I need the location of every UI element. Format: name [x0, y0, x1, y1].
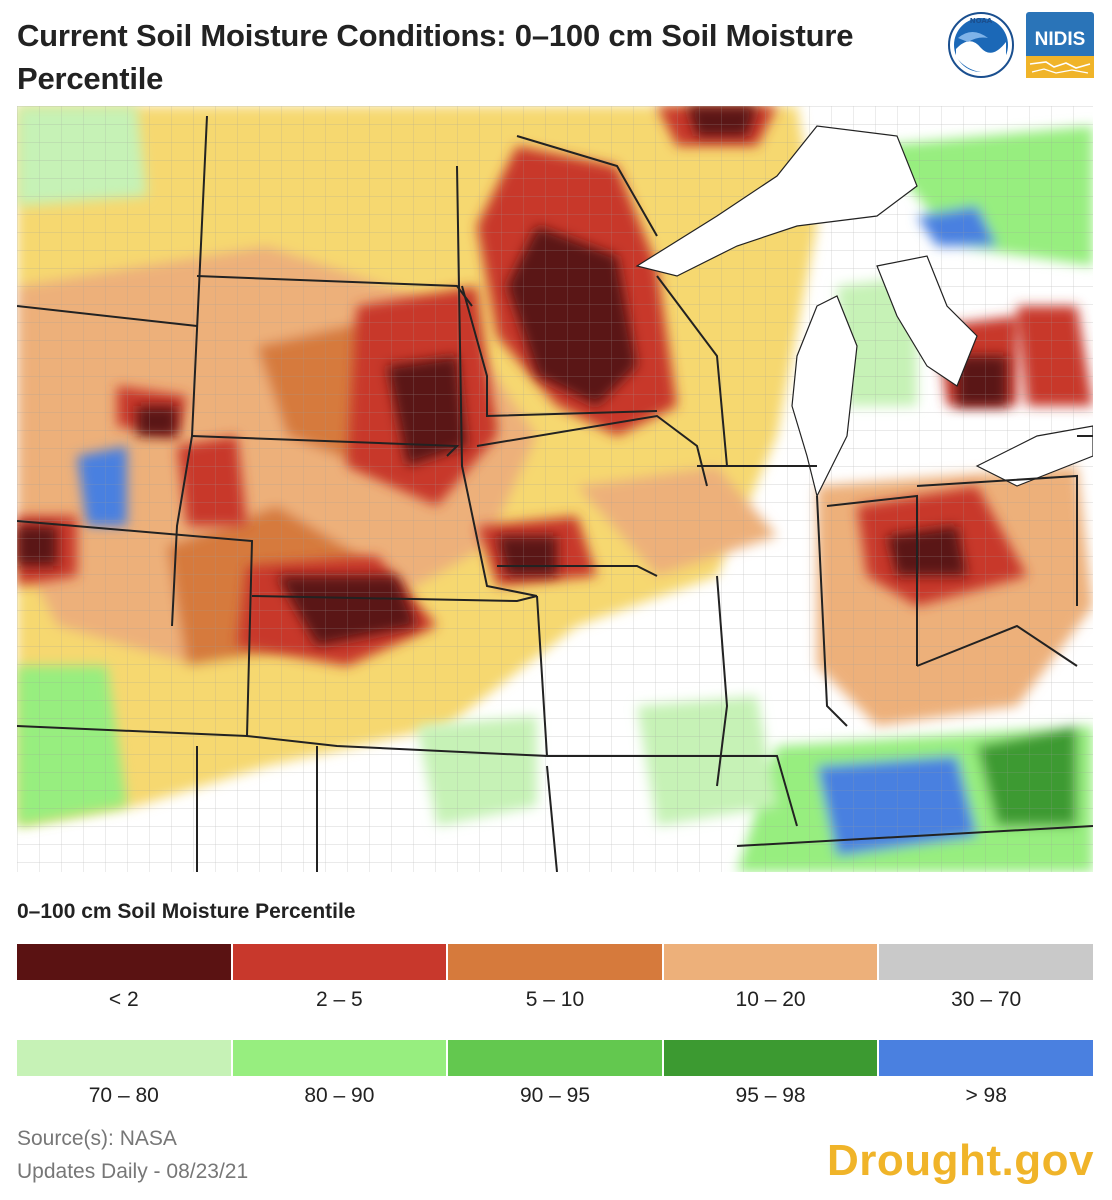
- legend-item: < 2: [17, 944, 231, 1012]
- legend-item: 80 – 90: [232, 1040, 447, 1108]
- soil-moisture-map[interactable]: [17, 106, 1093, 872]
- noaa-logo[interactable]: NOAA: [948, 12, 1014, 78]
- drought-gov-brand[interactable]: Drought.gov: [826, 1136, 1094, 1185]
- legend-item: 90 – 95: [448, 1040, 662, 1108]
- legend-swatch: [232, 1040, 447, 1076]
- legend-title: 0–100 cm Soil Moisture Percentile: [17, 900, 356, 923]
- legend-row-wet: 70 – 80 80 – 90 90 – 95 95 – 98 > 98: [17, 1040, 1093, 1108]
- great-lakes: [635, 125, 1093, 498]
- legend-label: 70 – 80: [88, 1084, 159, 1107]
- lake-superior: [635, 125, 918, 277]
- updates-text: Updates Daily - 08/23/21: [17, 1160, 249, 1183]
- lake-erie: [975, 425, 1093, 487]
- legend-label: 2 – 5: [316, 988, 363, 1011]
- legend-item: 30 – 70: [879, 944, 1093, 1012]
- legend-item: 5 – 10: [448, 944, 662, 1012]
- legend-label: 90 – 95: [519, 1084, 591, 1107]
- legend-swatch: [879, 1040, 1093, 1076]
- county-grid: [17, 106, 1093, 872]
- legend-swatch: [232, 944, 447, 980]
- legend-label: > 98: [965, 1084, 1007, 1107]
- legend-swatch: [663, 944, 878, 980]
- legend-label: 5 – 10: [525, 988, 585, 1011]
- legend-swatch: [17, 1040, 231, 1076]
- map-canvas: [17, 106, 1093, 872]
- legend-label: < 2: [108, 988, 139, 1011]
- legend-label: 10 – 20: [735, 988, 806, 1011]
- page-title: Current Soil Moisture Conditions: 0–100 …: [17, 18, 854, 96]
- legend-item: 10 – 20: [663, 944, 878, 1012]
- nidis-logo-text: NIDIS: [1035, 29, 1086, 50]
- lake-michigan: [791, 295, 858, 498]
- legend-row-dry: < 2 2 – 5 5 – 10 10 – 20 30 – 70: [17, 944, 1093, 1012]
- legend-label: 80 – 90: [304, 1084, 375, 1107]
- state-boundaries: [17, 115, 1093, 872]
- legend-item: > 98: [879, 1040, 1093, 1108]
- legend-label: 95 – 98: [735, 1084, 806, 1107]
- legend-swatch: [17, 944, 231, 980]
- logos: NOAA NIDIS: [948, 10, 1098, 80]
- nidis-logo[interactable]: NIDIS: [1026, 12, 1094, 78]
- lake-huron: [876, 255, 978, 387]
- noaa-logo-text: NOAA: [970, 17, 993, 25]
- legend-swatch: [448, 1040, 662, 1076]
- legend-swatch: [879, 944, 1093, 980]
- legend-item: 70 – 80: [17, 1040, 231, 1108]
- legend-item: 95 – 98: [663, 1040, 878, 1108]
- source-text: Source(s): NASA: [17, 1127, 177, 1150]
- legend-swatch: [448, 944, 662, 980]
- legend-swatch: [663, 1040, 878, 1076]
- legend-label: 30 – 70: [951, 988, 1022, 1011]
- legend-item: 2 – 5: [232, 944, 447, 1012]
